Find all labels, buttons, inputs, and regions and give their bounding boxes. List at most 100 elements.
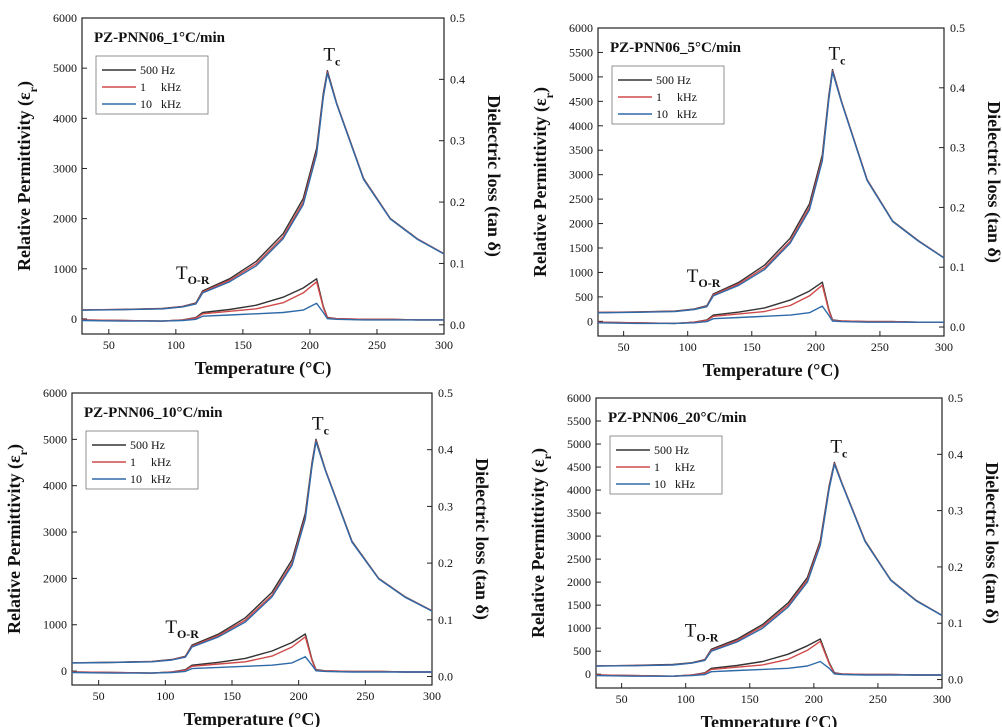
y2-tick-label: 0.2 xyxy=(438,556,453,570)
y-tick-label: 4000 xyxy=(43,479,67,493)
y2-tick-label: 0.1 xyxy=(438,613,453,627)
y2-tick-label: 0.0 xyxy=(950,320,965,334)
annotation-to-r: TO-R xyxy=(165,617,199,641)
y-tick-label: 4000 xyxy=(569,119,593,133)
x-axis-label: Temperature (°C) xyxy=(703,360,840,381)
x-tick-label: 200 xyxy=(807,340,825,354)
y-tick-label: 5000 xyxy=(567,437,591,451)
series-line-loss xyxy=(71,633,432,674)
x-tick-label: 150 xyxy=(741,692,759,706)
y-tick-label: 2500 xyxy=(569,192,593,206)
y-tick-label: 1000 xyxy=(569,265,593,279)
x-tick-label: 300 xyxy=(933,692,951,706)
y-tick-label: 0 xyxy=(587,314,593,328)
y2-axis-label: Dielectric loss (tan δ) xyxy=(471,458,492,620)
x-tick-label: 100 xyxy=(677,692,695,706)
y-tick-label: 3000 xyxy=(569,168,593,182)
y2-tick-label: 0.5 xyxy=(450,11,465,25)
y-tick-label: 5000 xyxy=(53,61,77,75)
y-tick-label: 1500 xyxy=(569,241,593,255)
series-line-loss xyxy=(81,281,444,322)
series-line-loss xyxy=(71,656,432,674)
y2-axis-label: Dielectric loss (tan δ) xyxy=(483,95,504,257)
plot-frame xyxy=(71,392,433,686)
x-axis-label: Temperature (°C) xyxy=(184,709,321,727)
legend-label: 1 kHz xyxy=(654,460,695,474)
series-line-loss xyxy=(595,640,942,677)
y2-tick-label: 0.4 xyxy=(450,72,465,86)
y-axis-label: Relative Permittivity (εr) xyxy=(530,87,556,277)
legend-label: 1 kHz xyxy=(140,80,181,94)
y-tick-label: 2500 xyxy=(567,552,591,566)
y-axis-label: Relative Permittivity (εr) xyxy=(4,444,30,634)
y-tick-label: 2000 xyxy=(567,575,591,589)
y-tick-label: 0 xyxy=(71,312,77,326)
series-line-permittivity xyxy=(81,72,445,311)
x-tick-label: 250 xyxy=(871,340,889,354)
y2-tick-label: 0.5 xyxy=(950,21,965,35)
x-tick-label: 50 xyxy=(616,692,628,706)
y2-tick-label: 0.1 xyxy=(950,260,965,274)
y-axis-label: Relative Permittivity (εr) xyxy=(14,81,40,271)
panel-title: PZ-PNN06_10°C/min xyxy=(84,405,223,421)
y-tick-label: 2000 xyxy=(43,571,67,585)
y-tick-label: 4000 xyxy=(53,111,77,125)
y-tick-label: 5000 xyxy=(43,432,67,446)
y-tick-label: 4000 xyxy=(567,483,591,497)
x-tick-label: 50 xyxy=(618,340,630,354)
y-tick-label: 2000 xyxy=(569,217,593,231)
x-tick-label: 250 xyxy=(368,338,386,352)
series-line-loss xyxy=(81,278,444,322)
annotation-to-r: TO-R xyxy=(685,620,719,644)
y2-tick-label: 0.0 xyxy=(948,673,963,687)
y2-tick-label: 0.0 xyxy=(438,669,453,683)
legend-label: 10 kHz xyxy=(654,477,695,491)
panel-4: 50 100 150 200 250 30005001000150020002500300… xyxy=(528,391,1002,727)
x-tick-label: 200 xyxy=(290,689,308,703)
x-tick-label: 100 xyxy=(679,340,697,354)
panel-1: 50 100 150 200 250 30001000200030004000500060… xyxy=(14,11,504,379)
x-tick-label: 150 xyxy=(234,338,252,352)
y2-tick-label: 0.3 xyxy=(948,504,963,518)
series-line-loss xyxy=(597,305,944,325)
x-tick-label: 200 xyxy=(805,692,823,706)
legend-label: 500 Hz xyxy=(140,63,175,77)
y-tick-label: 1000 xyxy=(567,621,591,635)
y2-tick-label: 0.2 xyxy=(950,200,965,214)
series-line-loss xyxy=(71,636,432,674)
y-axis-label: Relative Permittivity (εr) xyxy=(528,448,554,638)
legend-label: 1 kHz xyxy=(130,455,171,469)
x-axis-label: Temperature (°C) xyxy=(701,712,838,727)
annotation-tc: Tc xyxy=(830,436,848,460)
y-tick-label: 500 xyxy=(573,644,591,658)
annotation-tc: Tc xyxy=(323,45,341,69)
y-tick-label: 3500 xyxy=(567,506,591,520)
series-line-loss xyxy=(597,284,944,325)
y2-tick-label: 0.3 xyxy=(450,134,465,148)
x-tick-label: 50 xyxy=(93,689,105,703)
series-line-loss xyxy=(595,638,942,677)
y-tick-label: 3000 xyxy=(567,529,591,543)
plot-frame xyxy=(595,397,943,689)
y-tick-label: 1000 xyxy=(53,262,77,276)
legend-label: 10 kHz xyxy=(130,472,171,486)
x-tick-label: 300 xyxy=(435,338,453,352)
y-tick-label: 0 xyxy=(585,667,591,681)
series-line-permittivity xyxy=(595,463,943,667)
x-tick-label: 150 xyxy=(223,689,241,703)
legend-label: 500 Hz xyxy=(656,73,691,87)
x-tick-label: 300 xyxy=(935,340,953,354)
panel-title: PZ-PNN06_5°C/min xyxy=(610,40,742,56)
x-tick-label: 100 xyxy=(167,338,185,352)
y2-tick-label: 0.3 xyxy=(950,141,965,155)
annotation-to-r: TO-R xyxy=(687,266,721,290)
y-tick-label: 4500 xyxy=(569,94,593,108)
y-tick-label: 5000 xyxy=(569,70,593,84)
y-tick-label: 500 xyxy=(575,290,593,304)
legend-label: 500 Hz xyxy=(654,443,689,457)
y-tick-label: 3500 xyxy=(569,143,593,157)
y-tick-label: 3000 xyxy=(53,161,77,175)
y2-tick-label: 0.2 xyxy=(948,560,963,574)
y-tick-label: 2000 xyxy=(53,212,77,226)
y2-tick-label: 0.5 xyxy=(948,391,963,405)
